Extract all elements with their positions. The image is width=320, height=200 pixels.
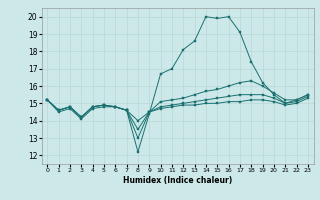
X-axis label: Humidex (Indice chaleur): Humidex (Indice chaleur) (123, 176, 232, 185)
